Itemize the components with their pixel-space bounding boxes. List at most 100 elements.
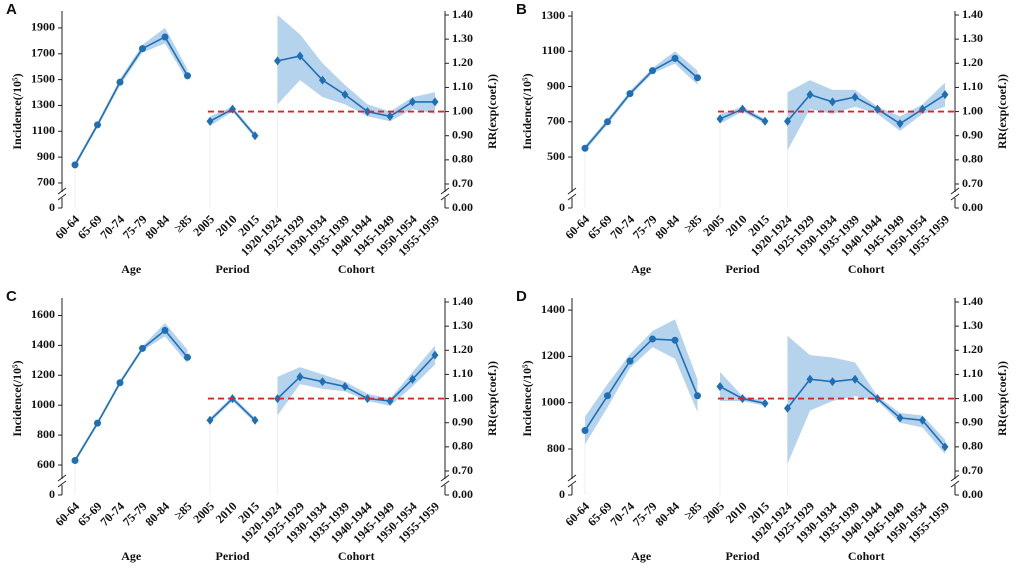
x-tick-label: ≥85 — [682, 499, 705, 522]
y-tick-label: 700 — [547, 114, 565, 128]
panel-label: B — [516, 1, 527, 18]
trend-line — [277, 55, 435, 118]
y-tick-label: 1900 — [31, 20, 55, 34]
data-point — [251, 415, 259, 425]
y-tick-label: 1300 — [31, 97, 55, 111]
y-axis-label: Incidence(/10⁵) — [520, 73, 534, 149]
y-tick-label: 800 — [547, 441, 565, 455]
y2-tick-label: 0.90 — [452, 414, 473, 428]
y2-tick-label: 1.20 — [452, 55, 473, 69]
y2-tick-label: 1.10 — [962, 366, 983, 380]
axis-break — [57, 474, 67, 482]
confidence-band — [277, 15, 435, 122]
y-tick-label: 0 — [49, 200, 55, 214]
y2-tick-label: 1.10 — [452, 366, 473, 380]
axis-break — [950, 193, 960, 201]
x-tick-label: ≥85 — [172, 499, 195, 522]
data-point — [341, 382, 349, 391]
y2-tick-label: 0.70 — [962, 176, 983, 190]
data-point — [296, 51, 304, 61]
x-tick-label: 2010 — [723, 499, 750, 526]
x-tick-label: 60-64 — [52, 212, 82, 242]
confidence-band — [787, 335, 945, 464]
y-tick-label: 0 — [559, 200, 565, 214]
data-point — [919, 415, 926, 425]
x-tick-label: 70-74 — [97, 212, 127, 242]
group-label: Age — [631, 549, 652, 563]
y2-tick-label: 0.80 — [452, 152, 473, 166]
y2-tick-label: 0.00 — [452, 487, 473, 501]
group-label: Age — [121, 262, 142, 276]
x-tick-label: 2005 — [700, 499, 727, 526]
data-point — [139, 344, 146, 352]
y2-tick-label: 1.40 — [962, 294, 983, 308]
data-point — [851, 374, 859, 384]
y2-tick-label: 1.20 — [452, 342, 473, 356]
axis-break — [57, 480, 67, 488]
y2-axis-label: RR(exp(coef.)) — [995, 74, 1009, 149]
y2-tick-label: 0.00 — [452, 200, 473, 214]
y-tick-label: 800 — [37, 427, 55, 441]
y2-axis-label: RR(exp(coef.)) — [485, 361, 499, 436]
y-tick-label: 1100 — [32, 123, 55, 137]
data-point — [319, 377, 326, 387]
data-point — [409, 97, 416, 107]
panel: D Incidence(/10⁵) RR(exp(coef.)) 800 1000 120… — [516, 288, 1009, 563]
x-tick-label: 80-84 — [652, 499, 682, 529]
data-point — [941, 442, 949, 452]
group-label: Period — [726, 549, 760, 563]
x-tick-label: 80-84 — [142, 499, 172, 529]
y2-tick-label: 1.00 — [962, 390, 983, 404]
data-point — [364, 107, 371, 117]
data-point — [694, 392, 701, 400]
data-point — [184, 72, 191, 80]
panel-label: D — [516, 288, 527, 305]
y-tick-label: 1700 — [31, 46, 55, 60]
data-point — [161, 33, 169, 41]
data-point — [716, 114, 724, 124]
y-tick-label: 0 — [49, 487, 55, 501]
y2-tick-label: 0.90 — [962, 414, 983, 428]
x-tick-label: 70-74 — [97, 499, 127, 529]
y-tick-label: 1400 — [541, 302, 565, 316]
y-axis-label: Incidence(/10⁵) — [10, 360, 24, 436]
trend-line — [74, 329, 189, 461]
data-point — [761, 398, 769, 408]
x-tick-label: 65-69 — [75, 499, 105, 529]
confidence-band — [75, 27, 188, 168]
y-tick-label: 1000 — [31, 397, 55, 411]
x-tick-label: ≥85 — [682, 212, 705, 235]
data-point — [604, 118, 611, 126]
data-point — [431, 97, 439, 107]
y2-tick-label: 1.30 — [452, 31, 473, 45]
axis-break — [950, 474, 960, 482]
x-tick-label: 60-64 — [562, 212, 592, 242]
confidence-band — [585, 51, 698, 151]
data-point — [94, 419, 101, 427]
confidence-band — [277, 345, 435, 416]
data-point — [116, 379, 124, 387]
x-tick-label: 65-69 — [75, 212, 105, 242]
panel-label: A — [6, 1, 17, 18]
data-point — [581, 426, 589, 434]
data-point — [941, 90, 949, 100]
x-tick-label: 70-74 — [607, 499, 637, 529]
data-point — [896, 119, 904, 129]
y2-tick-label: 1.00 — [962, 103, 983, 117]
x-tick-label: 70-74 — [607, 212, 637, 242]
data-point — [251, 131, 259, 141]
x-tick-label: 80-84 — [142, 212, 172, 242]
data-point — [806, 90, 814, 100]
y-tick-label: 1200 — [31, 367, 55, 381]
y2-tick-label: 0.70 — [962, 463, 983, 477]
y2-tick-label: 1.20 — [962, 55, 983, 69]
confidence-band — [720, 372, 765, 406]
data-point — [431, 350, 439, 360]
data-point — [671, 336, 679, 344]
data-point — [206, 415, 214, 425]
x-tick-label: 65-69 — [585, 212, 615, 242]
data-point — [386, 111, 394, 121]
data-point — [184, 353, 191, 361]
group-label: Cohort — [338, 549, 375, 563]
y2-axis-label: RR(exp(coef.)) — [995, 361, 1009, 436]
